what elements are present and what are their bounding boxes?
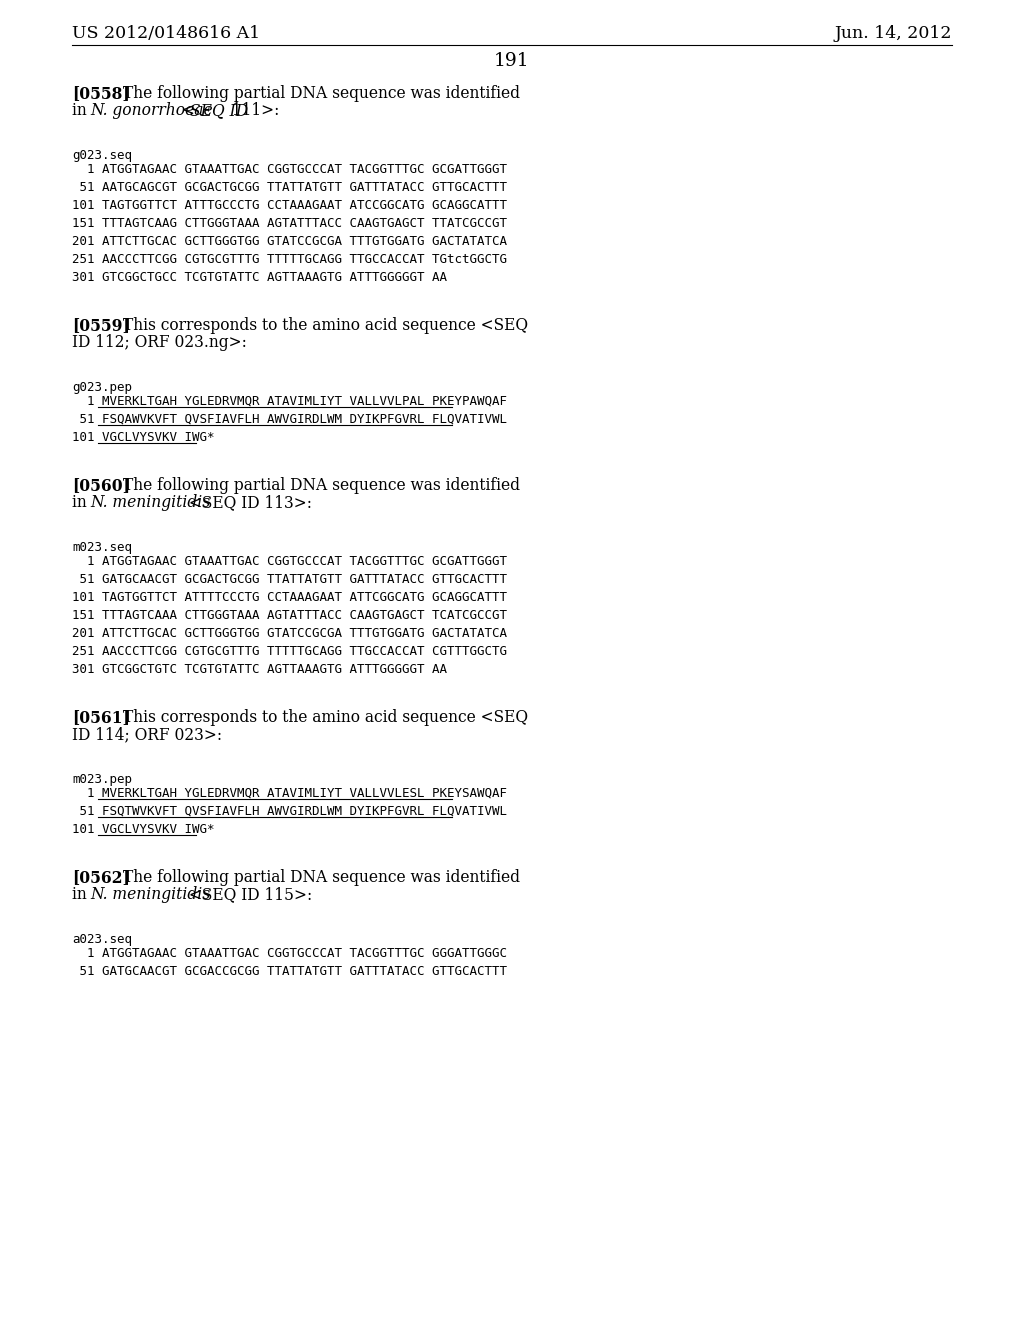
- Text: [0559]: [0559]: [72, 317, 130, 334]
- Text: 101 VGCLVYSVKV IWG*: 101 VGCLVYSVKV IWG*: [72, 432, 214, 444]
- Text: SEQ ID: SEQ ID: [189, 102, 248, 119]
- Text: 301 GTCGGCTGCC TCGTGTATTC AGTTAAAGTG ATTTGGGGGT AA: 301 GTCGGCTGCC TCGTGTATTC AGTTAAAGTG ATT…: [72, 271, 447, 284]
- Text: The following partial DNA sequence was identified: The following partial DNA sequence was i…: [123, 477, 520, 494]
- Text: This corresponds to the amino acid sequence <SEQ: This corresponds to the amino acid seque…: [123, 317, 528, 334]
- Text: 251 AACCCTTCGG CGTGCGTTTG TTTTTGCAGG TTGCCACCAT CGTTTGGCTG: 251 AACCCTTCGG CGTGCGTTTG TTTTTGCAGG TTG…: [72, 645, 507, 657]
- Text: in: in: [72, 886, 91, 903]
- Text: <SEQ ID 115>:: <SEQ ID 115>:: [183, 886, 312, 903]
- Text: The following partial DNA sequence was identified: The following partial DNA sequence was i…: [123, 84, 520, 102]
- Text: N. meningitidis: N. meningitidis: [90, 886, 211, 903]
- Text: 1 ATGGTAGAAC GTAAATTGAC CGGTGCCCAT TACGGTTTGC GCGATTGGGT: 1 ATGGTAGAAC GTAAATTGAC CGGTGCCCAT TACGG…: [72, 162, 507, 176]
- Text: 51 GATGCAACGT GCGACCGCGG TTATTATGTT GATTTATACC GTTGCACTTT: 51 GATGCAACGT GCGACCGCGG TTATTATGTT GATT…: [72, 965, 507, 978]
- Text: 101 TAGTGGTTCT ATTTTCCCTG CCTAAAGAAT ATTCGGCATG GCAGGCATTT: 101 TAGTGGTTCT ATTTTCCCTG CCTAAAGAAT ATT…: [72, 591, 507, 605]
- Text: 101 TAGTGGTTCT ATTTGCCCTG CCTAAAGAAT ATCCGGCATG GCAGGCATTT: 101 TAGTGGTTCT ATTTGCCCTG CCTAAAGAAT ATC…: [72, 199, 507, 213]
- Text: a023.seq: a023.seq: [72, 933, 132, 946]
- Text: 1 MVERKLTGAH YGLEDRVMQR ATAVIMLIYT VALLVVLESL PKEYSAWQAF: 1 MVERKLTGAH YGLEDRVMQR ATAVIMLIYT VALLV…: [72, 787, 507, 800]
- Text: 301 GTCGGCTGTC TCGTGTATTC AGTTAAAGTG ATTTGGGGGT AA: 301 GTCGGCTGTC TCGTGTATTC AGTTAAAGTG ATT…: [72, 663, 447, 676]
- Text: [0561]: [0561]: [72, 709, 130, 726]
- Text: 51 GATGCAACGT GCGACTGCGG TTATTATGTT GATTTATACC GTTGCACTTT: 51 GATGCAACGT GCGACTGCGG TTATTATGTT GATT…: [72, 573, 507, 586]
- Text: ID 112; ORF 023.ng>:: ID 112; ORF 023.ng>:: [72, 334, 247, 351]
- Text: 201 ATTCTTGCAC GCTTGGGTGG GTATCCGCGA TTTGTGGATG GACTATATCA: 201 ATTCTTGCAC GCTTGGGTGG GTATCCGCGA TTT…: [72, 235, 507, 248]
- Text: g023.seq: g023.seq: [72, 149, 132, 162]
- Text: m023.seq: m023.seq: [72, 541, 132, 554]
- Text: 191: 191: [495, 51, 529, 70]
- Text: 101 VGCLVYSVKV IWG*: 101 VGCLVYSVKV IWG*: [72, 822, 214, 836]
- Text: 1 MVERKLTGAH YGLEDRVMQR ATAVIMLIYT VALLVVLPAL PKEYPAWQAF: 1 MVERKLTGAH YGLEDRVMQR ATAVIMLIYT VALLV…: [72, 395, 507, 408]
- Text: US 2012/0148616 A1: US 2012/0148616 A1: [72, 25, 260, 42]
- Text: 1 ATGGTAGAAC GTAAATTGAC CGGTGCCCAT TACGGTTTGC GCGATTGGGT: 1 ATGGTAGAAC GTAAATTGAC CGGTGCCCAT TACGG…: [72, 554, 507, 568]
- Text: N. meningitidis: N. meningitidis: [90, 494, 211, 511]
- Text: ID 114; ORF 023>:: ID 114; ORF 023>:: [72, 726, 222, 743]
- Text: 51 FSQAWVKVFT QVSFIAVFLH AWVGIRDLWM DYIKPFGVRL FLQVATIVWL: 51 FSQAWVKVFT QVSFIAVFLH AWVGIRDLWM DYIK…: [72, 413, 507, 426]
- Text: 151 TTTAGTCAAA CTTGGGTAAA AGTATTTACC CAAGTGAGCT TCATCGCCGT: 151 TTTAGTCAAA CTTGGGTAAA AGTATTTACC CAA…: [72, 609, 507, 622]
- Text: <SEQ ID 113>:: <SEQ ID 113>:: [183, 494, 311, 511]
- Text: in: in: [72, 102, 91, 119]
- Text: The following partial DNA sequence was identified: The following partial DNA sequence was i…: [123, 869, 520, 886]
- Text: g023.pep: g023.pep: [72, 381, 132, 393]
- Text: Jun. 14, 2012: Jun. 14, 2012: [835, 25, 952, 42]
- Text: 1 ATGGTAGAAC GTAAATTGAC CGGTGCCCAT TACGGTTTGC GGGATTGGGC: 1 ATGGTAGAAC GTAAATTGAC CGGTGCCCAT TACGG…: [72, 946, 507, 960]
- Text: N. gonorrhoeae: N. gonorrhoeae: [90, 102, 213, 119]
- Text: in: in: [72, 494, 91, 511]
- Text: m023.pep: m023.pep: [72, 774, 132, 785]
- Text: [0560]: [0560]: [72, 477, 130, 494]
- Text: This corresponds to the amino acid sequence <SEQ: This corresponds to the amino acid seque…: [123, 709, 528, 726]
- Text: 251 AACCCTTCGG CGTGCGTTTG TTTTTGCAGG TTGCCACCAT TGtctGGCTG: 251 AACCCTTCGG CGTGCGTTTG TTTTTGCAGG TTG…: [72, 253, 507, 267]
- Text: 151 TTTAGTCAAG CTTGGGTAAA AGTATTTACC CAAGTGAGCT TTATCGCCGT: 151 TTTAGTCAAG CTTGGGTAAA AGTATTTACC CAA…: [72, 216, 507, 230]
- Text: 201 ATTCTTGCAC GCTTGGGTGG GTATCCGCGA TTTGTGGATG GACTATATCA: 201 ATTCTTGCAC GCTTGGGTGG GTATCCGCGA TTT…: [72, 627, 507, 640]
- Text: 51 FSQTWVKVFT QVSFIAVFLH AWVGIRDLWM DYIKPFGVRL FLQVATIVWL: 51 FSQTWVKVFT QVSFIAVFLH AWVGIRDLWM DYIK…: [72, 805, 507, 818]
- Text: <: <: [177, 102, 196, 119]
- Text: [0558]: [0558]: [72, 84, 130, 102]
- Text: [0562]: [0562]: [72, 869, 130, 886]
- Text: 111>:: 111>:: [227, 102, 280, 119]
- Text: 51 AATGCAGCGT GCGACTGCGG TTATTATGTT GATTTATACC GTTGCACTTT: 51 AATGCAGCGT GCGACTGCGG TTATTATGTT GATT…: [72, 181, 507, 194]
